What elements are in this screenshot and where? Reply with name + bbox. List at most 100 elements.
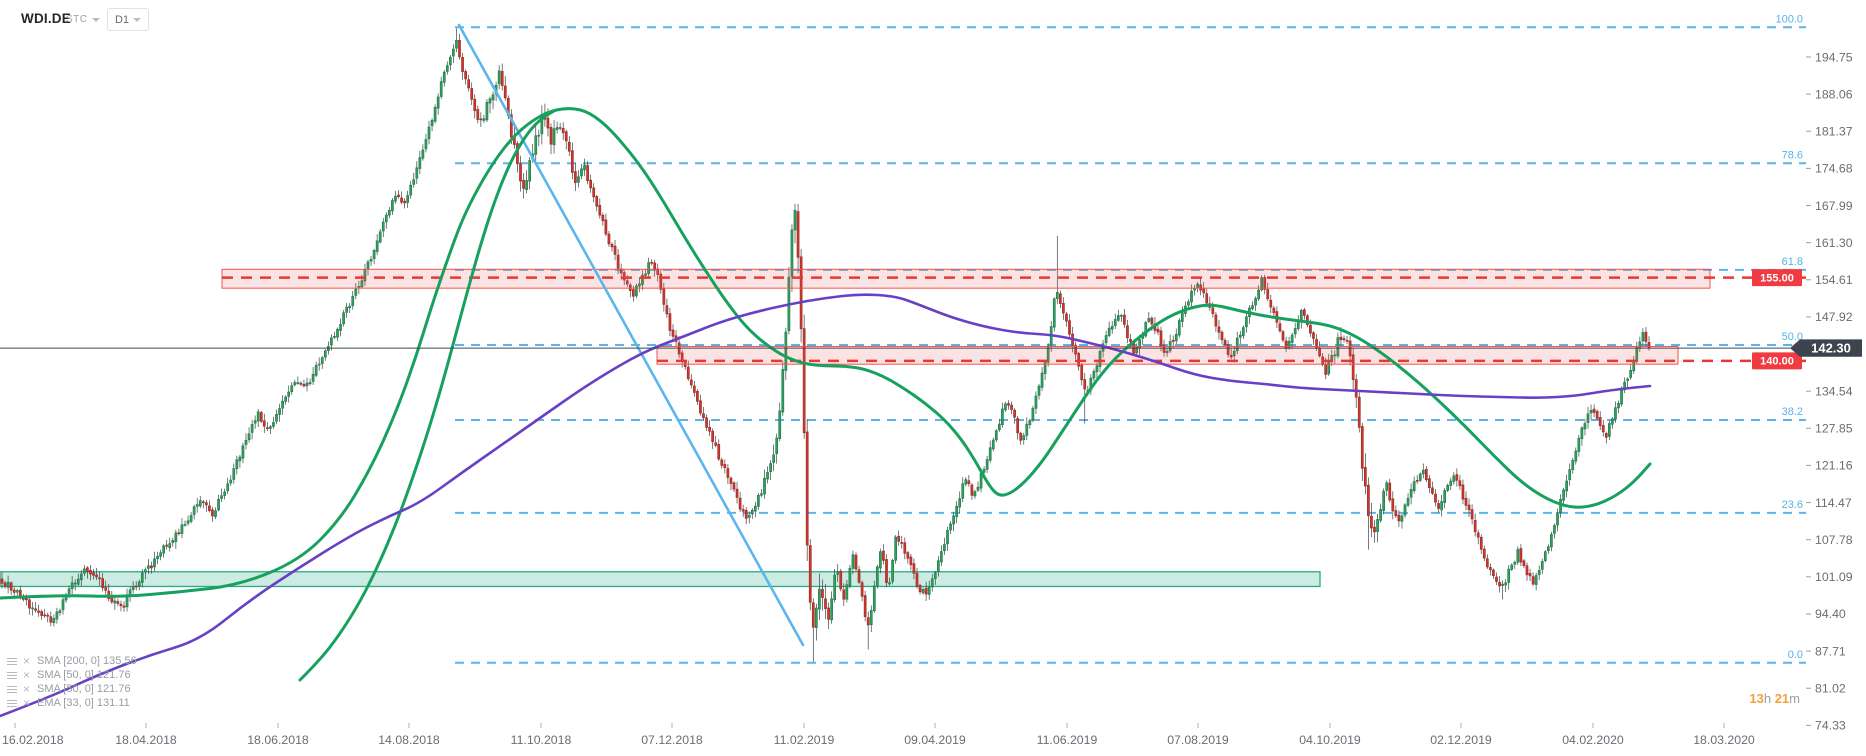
price-axis-label: 121.16 (1815, 459, 1853, 473)
candle-body (247, 433, 251, 441)
candle-body (827, 607, 830, 620)
candle-body (723, 464, 727, 468)
candle-body (272, 422, 275, 427)
candle-body (177, 532, 181, 535)
price-axis-label: 94.40 (1815, 607, 1846, 621)
fib-level-label: 78.6 (1782, 149, 1803, 161)
timeframe-dropdown[interactable]: D1 (107, 8, 149, 31)
candle-body (375, 240, 379, 252)
candle-body (1586, 413, 1590, 423)
candle-body (119, 603, 123, 607)
candle-body (192, 506, 196, 515)
candle-body (875, 566, 879, 586)
candle-body (824, 598, 827, 609)
current-price-layer: 142.30 (0, 339, 1862, 357)
candle-body (1116, 315, 1120, 321)
candle-body (528, 160, 531, 182)
candle-body (1617, 402, 1620, 409)
price-axis-label: 147.92 (1815, 310, 1853, 324)
candle-body (915, 572, 919, 587)
candle-body (147, 565, 150, 569)
candle-body (1150, 317, 1154, 325)
candle-body (1611, 418, 1614, 425)
candle-body (1367, 484, 1370, 517)
price-axis-label: 167.99 (1815, 199, 1853, 213)
candle-body (857, 569, 861, 583)
candle-body (1516, 549, 1520, 563)
candle-body (1324, 364, 1328, 375)
candle-body (1074, 344, 1077, 355)
indicator-close-icon[interactable]: × (23, 696, 31, 710)
chevron-down-icon[interactable] (92, 18, 100, 22)
candle-body (732, 482, 736, 490)
candle-body (394, 195, 397, 202)
candle-body (818, 588, 821, 610)
candle-body (994, 430, 998, 441)
candle-body (1504, 582, 1507, 586)
candle-body (1013, 409, 1016, 418)
candle-body (525, 180, 528, 191)
candle-body (1559, 499, 1562, 513)
candle-body (445, 65, 449, 72)
candle-body (1214, 314, 1218, 327)
indicator-close-icon[interactable]: × (23, 654, 31, 668)
indicator-settings-icon[interactable] (7, 671, 19, 680)
candle-body (421, 149, 425, 159)
candle-body (613, 245, 617, 255)
price-axis-label: 161.30 (1815, 236, 1853, 250)
candle-body (1217, 326, 1221, 333)
symbol-market-tag[interactable]: STC (66, 14, 88, 25)
price-level-badge-label: 140.00 (1760, 356, 1794, 368)
date-axis-label: 04.10.2019 (1299, 733, 1361, 747)
candle-body (769, 463, 772, 473)
candle-body (1400, 515, 1404, 522)
indicator-settings-icon[interactable] (7, 685, 19, 694)
candle-body (1443, 490, 1446, 503)
price-axis-label: 134.54 (1815, 384, 1853, 398)
candle-body (714, 442, 718, 446)
candle-body (1126, 325, 1129, 339)
candle-body (610, 244, 614, 248)
candle-body (183, 524, 187, 526)
candle-body (174, 532, 178, 542)
candle-body (1425, 468, 1428, 481)
fib-level-label: 100.0 (1775, 13, 1803, 25)
candle-body (284, 396, 288, 402)
trendline[interactable] (457, 23, 805, 647)
trendline-layer (457, 23, 805, 647)
candle-body (205, 502, 208, 506)
candle-body (1156, 328, 1160, 333)
candle-body (1598, 417, 1602, 426)
candle-body (46, 614, 50, 617)
candle-body (320, 357, 324, 364)
candle-body (482, 118, 486, 121)
candle-body (503, 85, 507, 99)
candle-body (775, 437, 779, 455)
candle-body (958, 498, 962, 508)
ma-200-purple (0, 293, 1652, 718)
candle-body (1403, 504, 1407, 516)
candle-body (1406, 497, 1410, 506)
candle-body (476, 109, 480, 120)
candle-body (1165, 350, 1169, 354)
candle-body (113, 600, 117, 604)
candle-body (936, 560, 940, 572)
candle-body (418, 157, 422, 169)
indicator-close-icon[interactable]: × (23, 668, 31, 682)
candle-body (967, 480, 971, 485)
candle-body (1187, 301, 1190, 306)
candle-body (311, 373, 315, 382)
candle-body (1293, 328, 1297, 335)
indicator-settings-icon[interactable] (7, 699, 19, 708)
candle-body (821, 588, 824, 598)
candle-body (558, 127, 562, 129)
candle-body (275, 414, 278, 422)
candle-body (1092, 371, 1096, 379)
candle-body (940, 551, 943, 563)
candle-body (95, 574, 98, 578)
indicator-close-icon[interactable]: × (23, 682, 31, 696)
candle-body (226, 483, 230, 492)
indicator-settings-icon[interactable] (7, 657, 19, 666)
candle-body (287, 391, 291, 397)
